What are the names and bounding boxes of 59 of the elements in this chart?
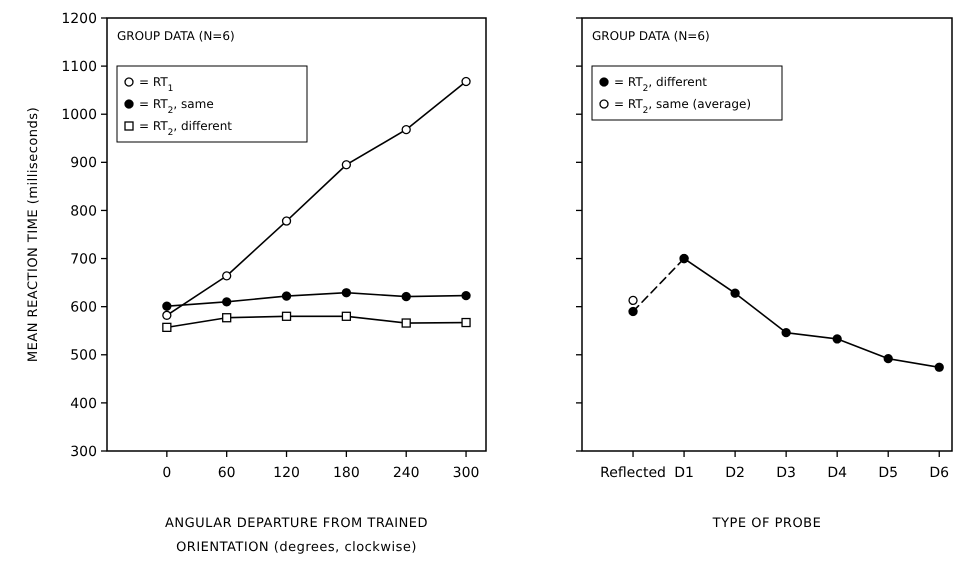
y-tick-label: 300 <box>70 444 97 460</box>
x-tick-label: D3 <box>776 465 796 481</box>
x-tick-label: 60 <box>218 465 236 481</box>
point <box>884 354 893 364</box>
point <box>282 312 292 321</box>
point <box>342 160 352 170</box>
legend-title: GROUP DATA (N=6) <box>592 29 710 43</box>
x-tick-label: D4 <box>827 465 848 481</box>
x-axis-title: ANGULAR DEPARTURE FROM TRAINED ORIENTATION (degrees, clockwise) <box>164 516 428 555</box>
point <box>282 291 292 301</box>
y-tick-label: 900 <box>70 155 97 172</box>
legend-label: = RT$_{2}$, different <box>614 75 708 94</box>
point <box>282 216 292 226</box>
y-tick-label: 1000 <box>61 107 97 124</box>
point <box>342 312 352 321</box>
legend-label: = RT$_{2}$, different <box>139 119 232 138</box>
point <box>222 313 232 322</box>
legend-label: = RT$_{2}$, same (average) <box>614 97 752 116</box>
legend-title: GROUP DATA (N=6) <box>117 29 235 43</box>
x-tick-label: 120 <box>273 465 300 481</box>
point <box>461 76 471 86</box>
y-tick-label: 600 <box>70 300 97 316</box>
point <box>628 306 638 316</box>
x-tick-label: D5 <box>878 465 898 481</box>
legend-label: = RT$_{1}$ <box>139 75 174 94</box>
x-tick-label: 180 <box>333 465 360 481</box>
y-axis-title: MEAN REACTION TIME (milliseconds) <box>26 106 41 362</box>
point <box>628 296 638 306</box>
x-tick-label: 0 <box>162 465 172 481</box>
point <box>402 318 411 328</box>
x-tick-label: Reflected <box>600 465 666 481</box>
y-tick-label: 400 <box>70 396 97 412</box>
y-tick-label: 1200 <box>61 10 97 27</box>
y-tick-label: 800 <box>70 203 97 220</box>
point <box>162 310 172 320</box>
point <box>461 318 471 328</box>
point <box>402 124 411 134</box>
x-tick-label: 300 <box>452 465 480 481</box>
y-tick-label: 700 <box>70 251 97 268</box>
point <box>730 288 740 298</box>
point <box>162 302 172 311</box>
x-tick-label: D1 <box>674 465 694 481</box>
legend-label: = RT$_{2}$, same <box>139 97 214 116</box>
x-tick-label: D6 <box>929 465 950 481</box>
point <box>781 328 791 338</box>
y-tick-label: 500 <box>70 348 97 364</box>
x-axis-title: TYPE OF PROBE <box>712 516 822 531</box>
point <box>222 271 232 281</box>
point <box>832 334 842 344</box>
point <box>342 288 352 298</box>
y-tick-label: 1100 <box>61 59 97 76</box>
point <box>679 254 689 264</box>
point <box>162 322 172 332</box>
point <box>934 362 944 372</box>
x-tick-label: D2 <box>725 465 745 481</box>
point <box>461 290 471 300</box>
point <box>402 292 411 302</box>
point <box>222 297 232 307</box>
x-tick-label: 240 <box>392 465 420 481</box>
